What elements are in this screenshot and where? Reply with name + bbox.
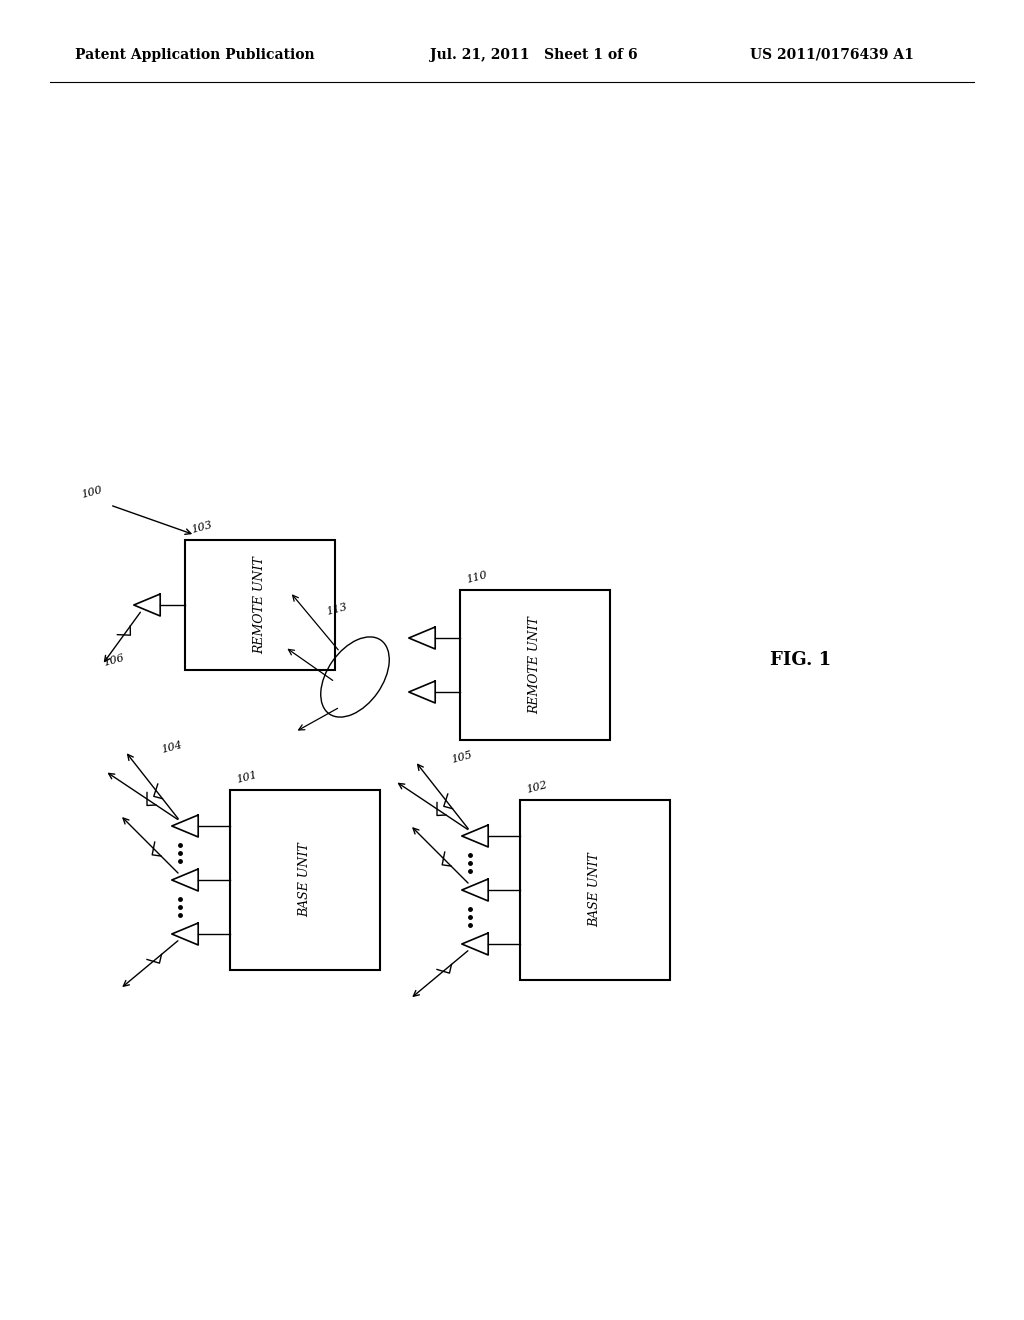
Text: 103: 103 <box>190 520 213 535</box>
Text: REMOTE UNIT: REMOTE UNIT <box>528 616 542 714</box>
Text: 100: 100 <box>80 484 103 500</box>
Text: FIG. 1: FIG. 1 <box>770 651 831 669</box>
Text: 105: 105 <box>450 750 473 766</box>
Text: 101: 101 <box>234 770 258 785</box>
Text: Patent Application Publication: Patent Application Publication <box>75 48 314 62</box>
Bar <box>520 800 670 979</box>
Text: 106: 106 <box>102 652 125 668</box>
Bar <box>185 540 335 671</box>
Text: BASE UNIT: BASE UNIT <box>299 842 311 917</box>
Text: Jul. 21, 2011   Sheet 1 of 6: Jul. 21, 2011 Sheet 1 of 6 <box>430 48 638 62</box>
Text: 113: 113 <box>325 602 348 616</box>
Bar <box>230 789 380 970</box>
Text: BASE UNIT: BASE UNIT <box>589 853 601 928</box>
Bar <box>460 590 610 741</box>
Text: 104: 104 <box>160 739 183 755</box>
Text: 110: 110 <box>465 570 488 585</box>
Text: REMOTE UNIT: REMOTE UNIT <box>254 556 266 653</box>
Text: 102: 102 <box>525 780 548 795</box>
Text: US 2011/0176439 A1: US 2011/0176439 A1 <box>750 48 913 62</box>
